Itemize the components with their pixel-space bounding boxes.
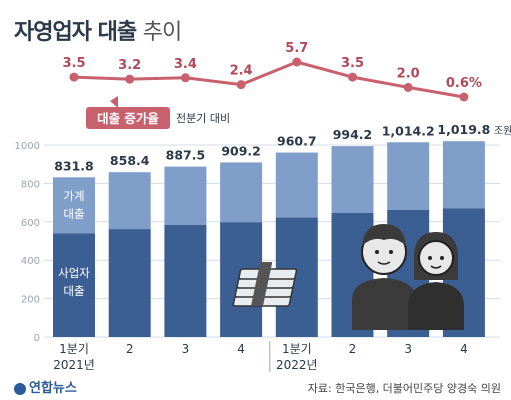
man-eye: [375, 250, 379, 254]
x-tick-label: 2: [349, 342, 357, 356]
bar-household: [108, 172, 151, 230]
title-sub: 추이: [142, 20, 182, 45]
growth-point: [125, 74, 135, 84]
x-tick-label: 1분기: [282, 342, 312, 356]
growth-label: 5.7: [285, 41, 308, 56]
bar-total-label: 1,019.8: [437, 122, 490, 137]
growth-point: [348, 72, 357, 82]
growth-line-path: [73, 60, 465, 99]
year-label: 2022년: [276, 358, 318, 372]
x-tick-label: 3: [182, 342, 190, 356]
growth-label: 2.4: [230, 64, 253, 79]
bar-household: [331, 146, 374, 213]
labels: 831.8 858.4 887.5 909.2 960.7 994.2 1,014.2 1,0…: [53, 41, 511, 372]
bar-total-label: 831.8: [54, 158, 94, 173]
growth-label: 3.5: [341, 56, 364, 71]
series-label-household: 대출: [63, 207, 84, 221]
growth-point: [236, 80, 246, 90]
x-tick-label: 4: [460, 342, 468, 356]
man-eye: [389, 250, 393, 254]
series-label-business: 사업자: [58, 266, 90, 280]
bar-household: [275, 152, 318, 218]
woman-head: [418, 240, 454, 276]
money-band: [250, 262, 273, 306]
stacked-bars: [53, 141, 485, 337]
bar-total-label: 887.5: [166, 148, 206, 163]
bar-household: [442, 141, 485, 209]
growth-point: [459, 92, 469, 102]
growth-point: [69, 72, 79, 82]
bar-total-label: 909.2: [221, 143, 261, 158]
legend-pointer: [110, 96, 118, 108]
bar-business: [53, 233, 95, 337]
logo-text: 연합뉴스: [29, 381, 77, 396]
y-tick-label: 400: [21, 256, 40, 267]
bar-total-label: 994.2: [333, 127, 373, 142]
logo: 연합뉴스: [14, 377, 77, 396]
woman-body: [408, 282, 464, 330]
x-tick-label: 1분기: [59, 342, 89, 356]
woman-eye: [428, 256, 432, 260]
bar-business: [108, 229, 151, 337]
bar-total-label: 960.7: [277, 134, 317, 149]
growth-label: 3.2: [118, 58, 141, 73]
growth-point: [292, 57, 302, 67]
bar-total-label: 858.4: [110, 153, 150, 168]
source-note: 자료: 한국은행, 더불어민주당 양경숙 의원: [307, 382, 501, 395]
x-tick-label: 4: [237, 342, 245, 356]
y-tick-label: 200: [21, 295, 40, 306]
bar-total-label: 1,014.2: [382, 123, 435, 138]
growth-label: 3.5: [62, 56, 85, 71]
man-hair: [362, 224, 406, 246]
x-tick-label: 3: [404, 342, 412, 356]
growth-point: [403, 82, 413, 92]
money-stack-icon: [232, 262, 298, 307]
woman-mouth: [430, 265, 442, 269]
logo-icon: [14, 382, 26, 395]
growth-label: 2.0: [397, 66, 420, 81]
y-tick-label: 0: [34, 333, 40, 344]
legend-label: 대출 증가율: [97, 111, 159, 126]
man-mouth: [377, 261, 391, 265]
bar-household: [220, 162, 263, 223]
legend-note: 전분기 대비: [176, 112, 230, 125]
y-tick-label: 600: [21, 218, 40, 229]
y-tick-label: 1000: [15, 141, 40, 152]
title-main: 자영업자 대출: [14, 20, 137, 45]
unit-label: 조원: [494, 125, 511, 137]
growth-label: 0.6%: [446, 76, 482, 91]
bar-household: [387, 142, 430, 210]
series-label-business: 대출: [63, 284, 84, 298]
growth-point: [180, 73, 190, 83]
shop-owners-icon: [352, 224, 464, 330]
x-tick-label: 2: [126, 342, 134, 356]
series-label-household: 가계: [63, 189, 84, 203]
growth-line: [69, 57, 469, 102]
bar-business: [164, 224, 207, 337]
year-label: 2021년: [53, 358, 95, 372]
growth-label: 3.4: [174, 57, 197, 72]
woman-eye: [440, 256, 444, 260]
y-tick-label: 800: [21, 179, 40, 190]
illustration: [232, 224, 464, 330]
legend-pill: [86, 107, 170, 129]
bar-household: [53, 177, 95, 234]
bar-household: [164, 166, 207, 225]
chart-title: 자영업자 대출 추이: [14, 14, 182, 46]
man-body: [352, 278, 416, 330]
